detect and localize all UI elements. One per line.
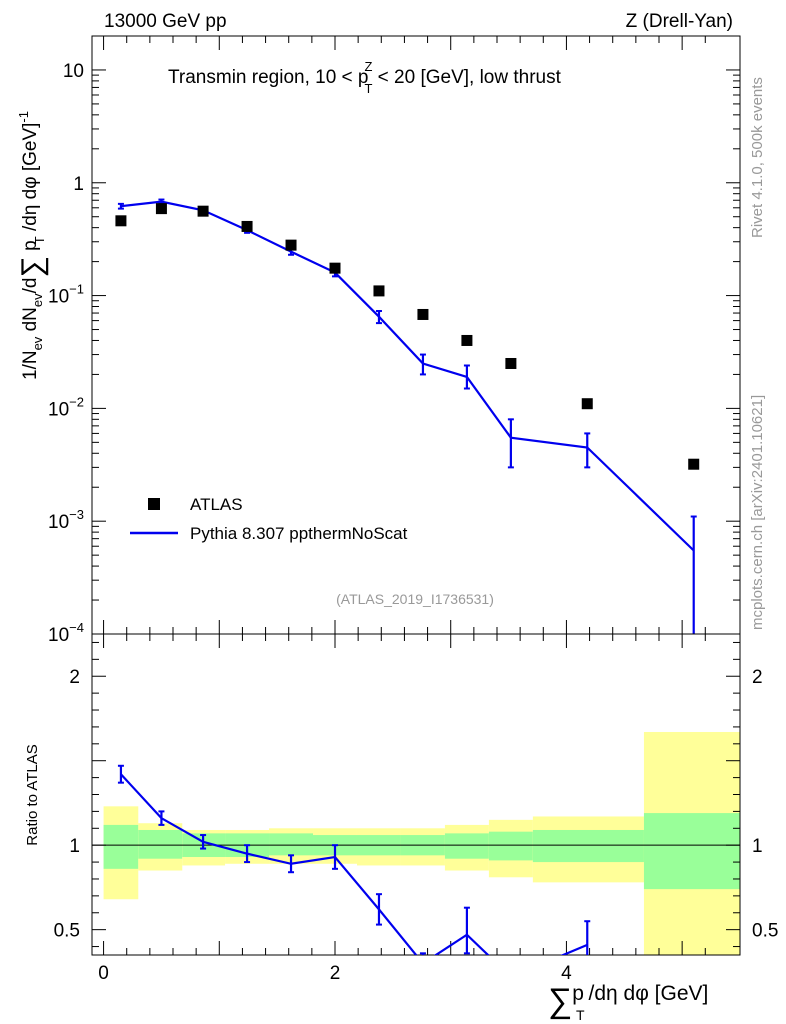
- atlas-data-point: [115, 215, 127, 227]
- ratio-inner-band: [532, 829, 644, 863]
- atlas-data-point: [688, 458, 700, 470]
- atlas-data-point: [373, 285, 385, 297]
- atlas-data-point: [285, 239, 297, 251]
- main-panel: 10 1 10−1 10−2 10−3 10−4: [48, 35, 741, 646]
- ratio-inner-band: [138, 829, 183, 859]
- ratio-inner-band: [444, 833, 489, 859]
- ratio-data-layer: [117, 764, 591, 955]
- ratio-clipped-group: [117, 764, 591, 955]
- atlas-data-point: [329, 262, 341, 274]
- ratio-y-tick-label-left: 0.5: [54, 921, 80, 942]
- x-axis-label: ∑p T/dη dφ [GeV]: [548, 982, 708, 1023]
- atlas-data-point: [197, 205, 209, 217]
- ratio-inner-band: [643, 813, 740, 890]
- ratio-x-tick-label: 4: [561, 963, 572, 984]
- main-y-tick-label: 1: [73, 174, 84, 195]
- rivet-label: Rivet 4.1.0, 500k events: [749, 77, 766, 238]
- main-frame: [91, 35, 741, 635]
- mcplots-label: mcplots.cern.ch [arXiv:2401.10621]: [749, 395, 766, 630]
- main-y-tick-label: 10−3: [48, 507, 84, 533]
- main-y-axis-label: 1/Nev dNev/d∑ pT /dη dφ [GeV]-1: [16, 111, 49, 380]
- atlas-data-point: [241, 220, 253, 232]
- ratio-y-tick-label-left: 1: [69, 836, 80, 857]
- header-left: 13000 GeV pp: [104, 11, 227, 32]
- ratio-y-axis-label: Ratio to ATLAS: [24, 744, 41, 845]
- atlas-data-point: [417, 308, 429, 320]
- atlas-data-point: [581, 398, 593, 410]
- atlas-data-point: [461, 334, 473, 346]
- atlas-data-point: [155, 203, 167, 215]
- ratio-x-tick-label: 2: [330, 963, 341, 984]
- main-title: Transmin region, 10 < pZ T < 20 [GeV], lo…: [168, 59, 562, 96]
- ratio-x-tick-label: 0: [98, 963, 109, 984]
- legend-data-label: ATLAS: [190, 495, 243, 514]
- ratio-inner-band: [488, 831, 533, 861]
- analysis-watermark: (ATLAS_2019_I1736531): [336, 591, 494, 607]
- header-right: Z (Drell-Yan): [626, 11, 733, 32]
- ratio-inner-band: [103, 824, 139, 869]
- ratio-frame: [91, 633, 741, 956]
- legend-data-marker: [148, 498, 160, 510]
- atlas-data-point: [505, 357, 517, 369]
- ratio-y-tick-label-left: 2: [69, 667, 80, 688]
- main-y-tick-label: 10−2: [48, 394, 84, 420]
- ratio-y-tick-label-right: 2: [752, 667, 763, 688]
- ratio-panel: 0.5 0.5 1 1 2 2 0 2 4: [54, 633, 778, 984]
- main-y-tick-label: 10−1: [48, 282, 84, 308]
- main-data-layer: [115, 198, 700, 634]
- main-y-tick-label: 10−4: [48, 620, 84, 646]
- ratio-inner-band: [269, 833, 314, 856]
- main-y-tick-label: 10: [63, 61, 84, 82]
- svg-text:1/Nev dNev/d∑ pT /dη dφ [GeV]: 1/Nev dNev/d∑ pT /dη dφ [GeV]-1: [16, 111, 49, 380]
- mc-line: [120, 200, 695, 552]
- ratio-y-tick-label-right: 1: [752, 836, 763, 857]
- legend-mc-label: Pythia 8.307 ppthermNoScat: [190, 524, 408, 543]
- ratio-y-tick-label-right: 0.5: [752, 921, 778, 942]
- ratio-uncertainty-bands: [103, 731, 740, 955]
